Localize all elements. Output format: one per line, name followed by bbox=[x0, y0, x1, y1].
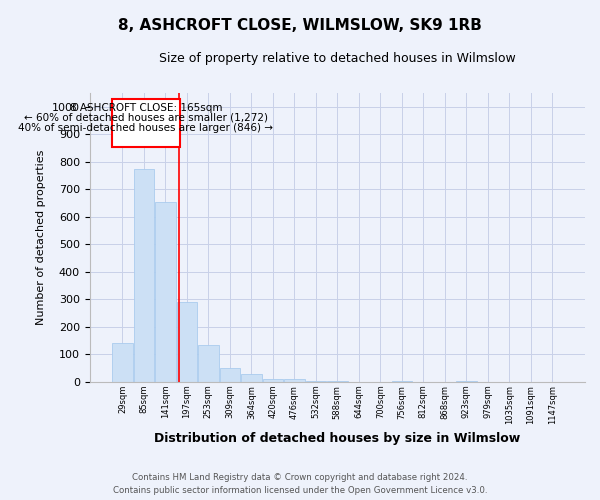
Bar bbox=[263, 379, 283, 382]
Bar bbox=[220, 368, 240, 382]
Text: 8, ASHCROFT CLOSE, WILMSLOW, SK9 1RB: 8, ASHCROFT CLOSE, WILMSLOW, SK9 1RB bbox=[118, 18, 482, 32]
Bar bbox=[284, 379, 305, 382]
Text: 40% of semi-detached houses are larger (846) →: 40% of semi-detached houses are larger (… bbox=[19, 124, 274, 134]
Text: Contains HM Land Registry data © Crown copyright and database right 2024.
Contai: Contains HM Land Registry data © Crown c… bbox=[113, 474, 487, 495]
Bar bbox=[112, 344, 133, 382]
Bar bbox=[112, 98, 180, 146]
Bar bbox=[456, 380, 476, 382]
Bar bbox=[134, 168, 154, 382]
Bar bbox=[198, 345, 218, 382]
Y-axis label: Number of detached properties: Number of detached properties bbox=[37, 150, 46, 325]
Bar bbox=[305, 380, 326, 382]
Bar bbox=[241, 374, 262, 382]
Bar bbox=[327, 380, 347, 382]
Bar bbox=[176, 302, 197, 382]
Bar bbox=[392, 380, 412, 382]
X-axis label: Distribution of detached houses by size in Wilmslow: Distribution of detached houses by size … bbox=[154, 432, 520, 445]
Text: ← 60% of detached houses are smaller (1,272): ← 60% of detached houses are smaller (1,… bbox=[24, 112, 268, 122]
Bar bbox=[155, 202, 176, 382]
Title: Size of property relative to detached houses in Wilmslow: Size of property relative to detached ho… bbox=[159, 52, 516, 66]
Text: 8 ASHCROFT CLOSE: 165sqm: 8 ASHCROFT CLOSE: 165sqm bbox=[70, 102, 222, 113]
